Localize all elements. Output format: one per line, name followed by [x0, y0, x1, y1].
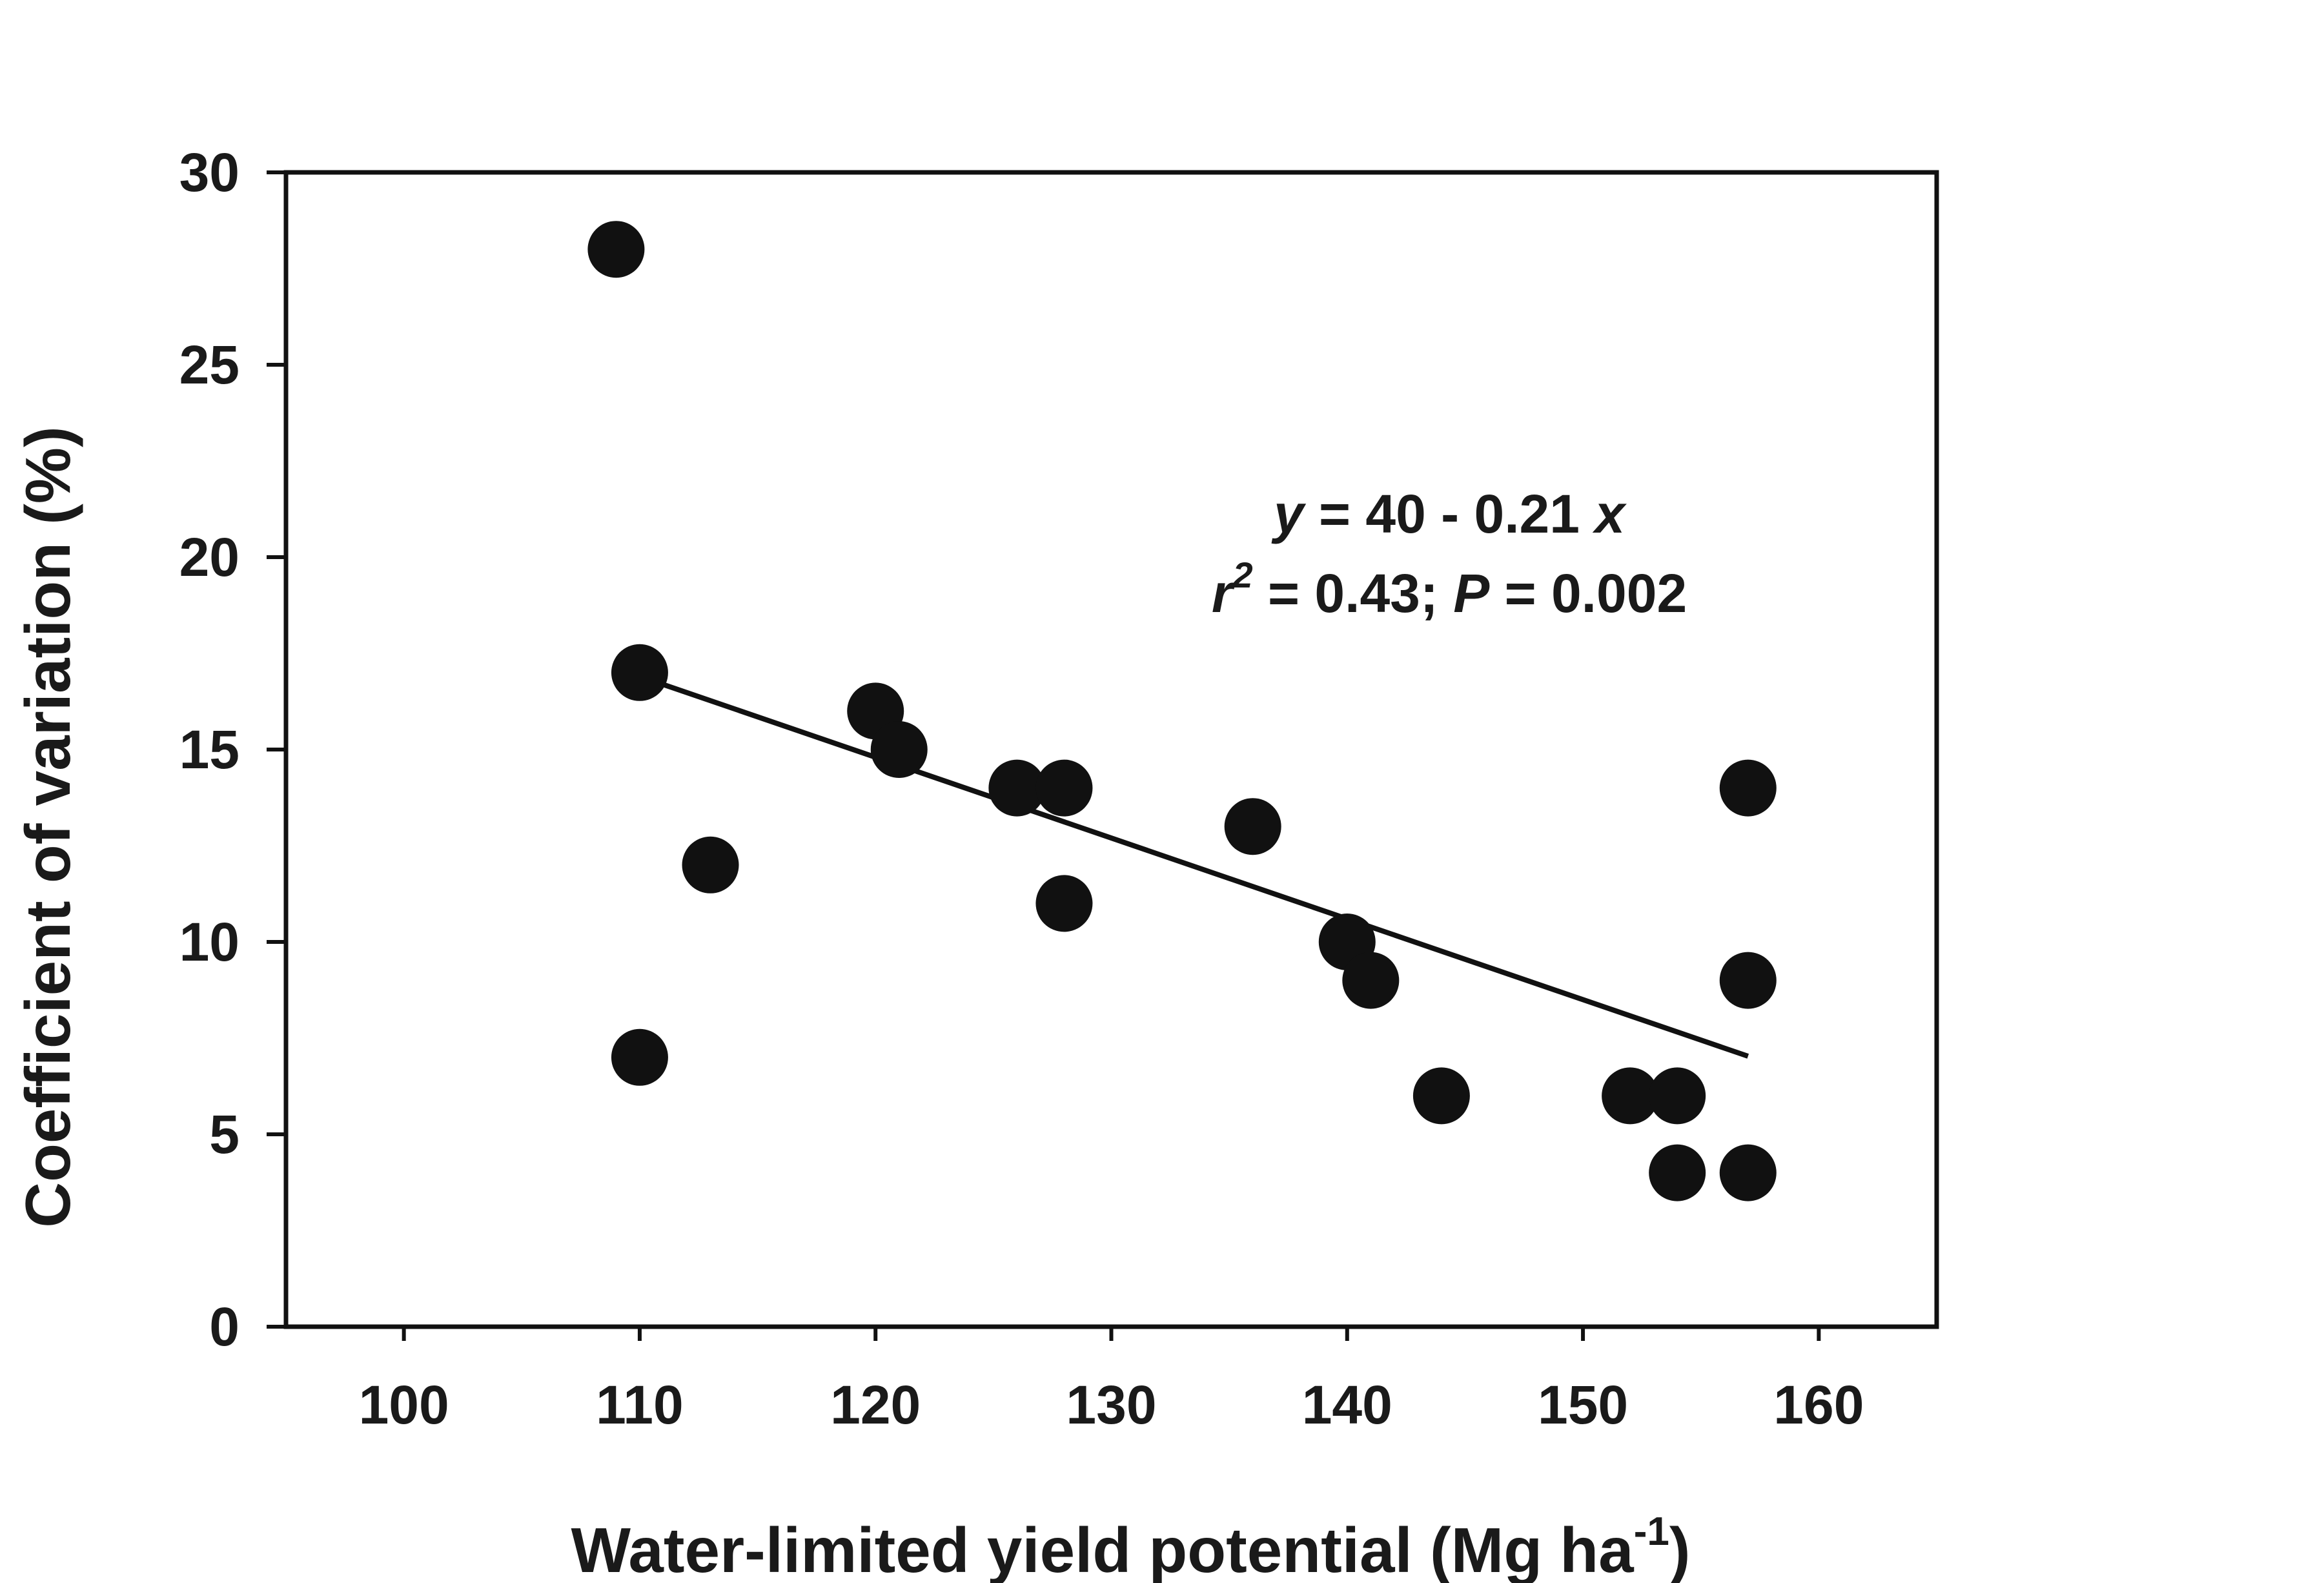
data-point — [611, 644, 668, 701]
x-tick-label: 150 — [1538, 1374, 1628, 1435]
x-tick-label: 120 — [830, 1374, 921, 1435]
data-point — [1719, 759, 1777, 817]
data-point — [682, 836, 739, 894]
x-tick-label: 100 — [359, 1374, 449, 1435]
y-tick-label: 15 — [179, 719, 240, 780]
y-tick-label: 20 — [179, 527, 240, 587]
data-point — [1342, 952, 1400, 1009]
x-axis-title-sup: -1 — [1634, 1509, 1669, 1554]
data-point — [1035, 759, 1093, 817]
x-tick-label: 110 — [596, 1374, 684, 1435]
y-tick-label: 0 — [209, 1296, 240, 1357]
data-point — [611, 1028, 668, 1086]
data-point — [1412, 1067, 1470, 1125]
x-tick-label: 160 — [1773, 1374, 1864, 1435]
x-tick-label: 140 — [1302, 1374, 1392, 1435]
y-axis-title: Coefficient of variation (%) — [12, 426, 83, 1227]
regression-stats: r2 = 0.43; P = 0.002 — [1212, 555, 1687, 624]
regression-equation: y = 40 - 0.21 x — [1271, 484, 1627, 544]
plot-area: 100 110 120 130 140 150 160 0 5 10 15 20 25 30 Water-l… — [12, 142, 1939, 1583]
data-point — [1649, 1144, 1706, 1201]
y-tick-label: 30 — [179, 142, 240, 203]
annotation-part: P — [1453, 563, 1490, 624]
annotation-part: y — [1271, 484, 1307, 544]
data-point — [1035, 875, 1093, 932]
x-axis-title-main: Water-limited yield potential (Mg ha — [571, 1515, 1635, 1583]
annotation-part: x — [1592, 484, 1627, 544]
data-point — [870, 721, 928, 778]
annotation-part: 2 — [1232, 555, 1253, 595]
data-point — [1719, 1144, 1777, 1201]
y-tick-label: 10 — [179, 912, 240, 972]
x-axis-title: Water-limited yield potential (Mg ha-1) — [571, 1509, 1691, 1583]
regression-line — [638, 673, 1749, 1059]
x-tick-label: 130 — [1066, 1374, 1156, 1435]
annotation-part: = 40 - 0.21 — [1304, 484, 1595, 544]
data-point — [587, 221, 645, 278]
data-point — [1602, 1067, 1659, 1125]
y-tick-label: 25 — [179, 334, 240, 395]
annotation-part: = 0.43; — [1253, 563, 1454, 624]
data-point — [1224, 798, 1281, 855]
annotation-part: = 0.002 — [1489, 563, 1687, 624]
y-tick-label: 5 — [209, 1104, 240, 1165]
annotation-part: r — [1212, 563, 1236, 624]
data-point — [1719, 952, 1777, 1009]
x-axis-title-close: ) — [1669, 1515, 1691, 1583]
data-point — [1649, 1067, 1706, 1125]
data-point — [988, 759, 1046, 817]
